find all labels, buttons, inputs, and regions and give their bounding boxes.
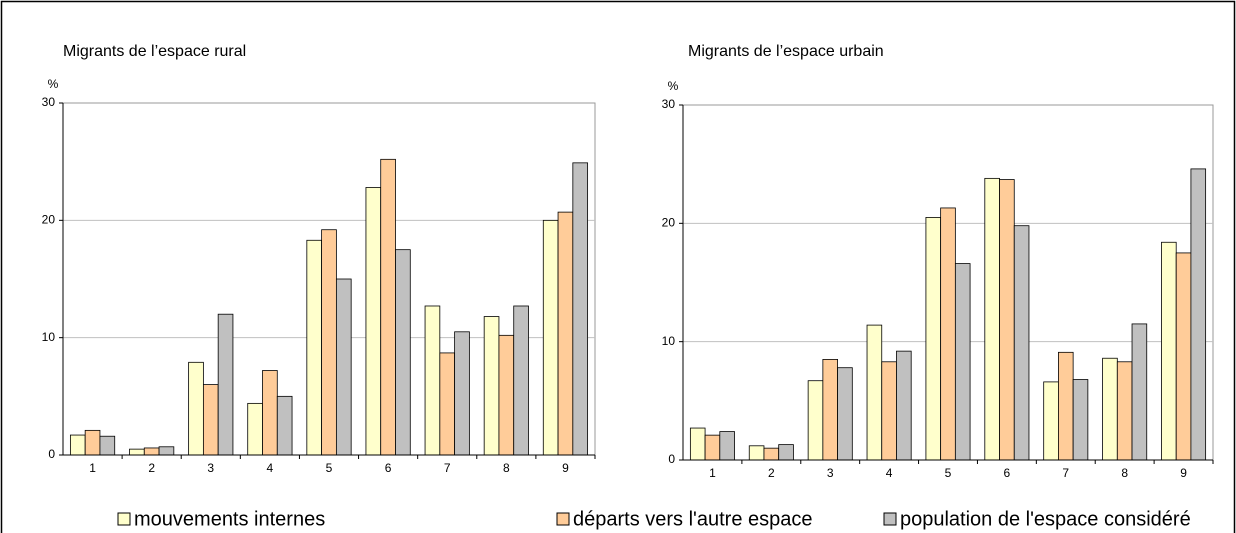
bar: [807, 380, 824, 461]
bar: [866, 324, 883, 461]
bar: [940, 207, 956, 461]
bar: [719, 431, 735, 461]
x-tick-label: 9: [562, 461, 569, 475]
x-tick-label: 4: [267, 461, 274, 475]
bar: [689, 427, 706, 461]
bar: [439, 352, 456, 456]
y-tick-label: 20: [42, 213, 56, 227]
x-tick-label: 2: [148, 461, 155, 475]
chart-title: Migrants de l’espace urbain: [688, 43, 884, 60]
y-tick-label: 20: [662, 216, 676, 230]
x-tick-label: 6: [385, 461, 392, 475]
bar: [424, 305, 441, 456]
bar: [1058, 351, 1074, 461]
bar: [143, 447, 160, 456]
bar: [572, 162, 589, 456]
bar: [395, 249, 411, 456]
chart-title: Migrants de l’espace rural: [63, 43, 246, 60]
bar: [837, 367, 853, 461]
bar: [276, 395, 293, 456]
bar: [483, 316, 500, 456]
bar: [778, 444, 794, 461]
y-tick-label: 10: [662, 334, 676, 348]
x-tick-label: 5: [945, 466, 952, 480]
bar: [822, 359, 838, 461]
x-tick-label: 7: [1062, 466, 1069, 480]
bar: [881, 361, 897, 461]
bar: [247, 402, 263, 456]
y-tick-label: 0: [48, 447, 55, 461]
bar: [1190, 168, 1207, 461]
bar: [557, 211, 574, 456]
bar: [763, 447, 780, 461]
y-axis-label: %: [668, 79, 679, 93]
x-tick-label: 1: [709, 466, 716, 480]
x-tick-label: 1: [89, 461, 96, 475]
legend-label: population de l'espace considéré: [900, 508, 1191, 530]
bar: [454, 331, 470, 456]
bar: [380, 158, 396, 456]
bar: [704, 434, 721, 461]
bar: [1131, 323, 1148, 461]
bar: [1161, 241, 1177, 461]
bar: [542, 219, 559, 456]
bar: [129, 448, 145, 456]
bar: [748, 445, 765, 461]
bar: [1072, 379, 1089, 461]
bar: [217, 313, 234, 456]
bar: [984, 177, 1000, 461]
bar: [99, 435, 116, 456]
x-tick-label: 3: [827, 466, 834, 480]
bar: [306, 239, 323, 456]
bar: [69, 434, 86, 456]
bar: [365, 187, 382, 456]
x-tick-label: 3: [207, 461, 214, 475]
x-tick-label: 8: [1121, 466, 1128, 480]
x-tick-label: 2: [768, 466, 775, 480]
x-tick-label: 5: [326, 461, 333, 475]
x-tick-label: 6: [1004, 466, 1011, 480]
legend-swatch: [883, 512, 897, 526]
bar: [1043, 381, 1059, 461]
x-tick-label: 9: [1180, 466, 1187, 480]
bar: [1102, 357, 1118, 461]
y-tick-label: 10: [42, 330, 56, 344]
bar: [262, 370, 278, 456]
x-tick-label: 8: [503, 461, 510, 475]
bar: [321, 229, 337, 456]
bar: [202, 384, 219, 456]
bar: [158, 446, 175, 456]
bar: [954, 263, 971, 461]
x-tick-label: 7: [444, 461, 451, 475]
bar: [896, 350, 912, 461]
legend-label: départs vers l'autre espace: [573, 508, 813, 530]
y-axis-label: %: [48, 77, 59, 91]
bar: [999, 179, 1015, 461]
bar: [188, 361, 204, 456]
bar: [1116, 361, 1133, 461]
x-tick-label: 4: [886, 466, 893, 480]
bar: [513, 305, 529, 456]
bar: [335, 278, 352, 456]
legend-swatch: [556, 512, 570, 526]
legend-label: mouvements internes: [134, 508, 325, 530]
bar: [1013, 225, 1030, 461]
y-tick-label: 30: [42, 95, 56, 109]
bar: [1175, 252, 1192, 461]
y-tick-label: 0: [668, 452, 675, 466]
legend-swatch: [117, 512, 131, 526]
bar: [84, 429, 101, 456]
y-tick-label: 30: [662, 97, 676, 111]
bar: [498, 334, 515, 456]
bar: [925, 217, 942, 461]
